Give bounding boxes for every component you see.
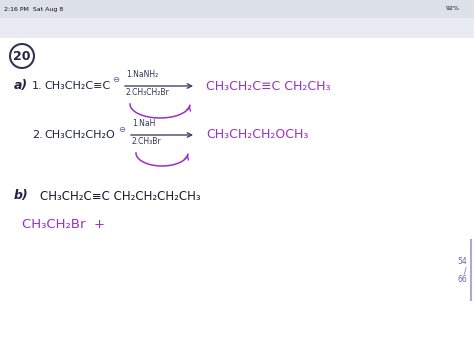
Text: CH₃CH₂C≡C: CH₃CH₂C≡C (44, 81, 110, 91)
Text: 2.: 2. (32, 130, 43, 140)
Text: 66: 66 (457, 275, 467, 284)
Text: CH₃CH₂Br  +: CH₃CH₂Br + (22, 218, 105, 231)
FancyBboxPatch shape (0, 18, 474, 38)
Text: CH₃CH₂CH₂OCH₃: CH₃CH₂CH₂OCH₃ (206, 129, 309, 142)
Text: 20: 20 (13, 49, 31, 62)
Text: 1.: 1. (32, 81, 43, 91)
Text: 1.NaNH₂: 1.NaNH₂ (126, 70, 158, 79)
Text: /: / (465, 267, 467, 275)
Text: ⊖: ⊖ (118, 125, 125, 133)
Text: 2.CH₃Br: 2.CH₃Br (132, 137, 162, 146)
Text: a): a) (14, 80, 28, 93)
Text: 54: 54 (457, 257, 467, 267)
Text: 2:16 PM  Sat Aug 8: 2:16 PM Sat Aug 8 (4, 6, 63, 11)
Text: CH₃CH₂C≡C CH₂CH₂CH₂CH₃: CH₃CH₂C≡C CH₂CH₂CH₂CH₃ (40, 190, 201, 202)
Text: 92%: 92% (446, 6, 460, 11)
Text: b): b) (14, 190, 29, 202)
Text: 1.NaH: 1.NaH (132, 119, 155, 128)
Text: 2.CH₃CH₂Br: 2.CH₃CH₂Br (126, 88, 170, 97)
FancyBboxPatch shape (0, 0, 474, 18)
Text: CH₃CH₂C≡C CH₂CH₃: CH₃CH₂C≡C CH₂CH₃ (206, 80, 330, 93)
Text: ⊖: ⊖ (112, 76, 119, 84)
Text: CH₃CH₂CH₂O: CH₃CH₂CH₂O (44, 130, 115, 140)
